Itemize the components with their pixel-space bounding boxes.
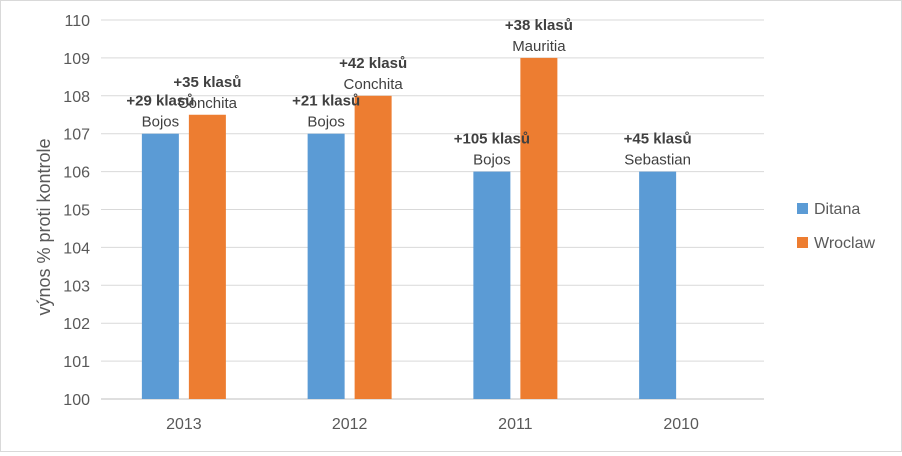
bar-ditana-2012 xyxy=(307,133,345,399)
y-tick-label: 105 xyxy=(63,203,90,220)
y-axis-ticks: 100 101 102 103 104 105 106 107 108 109 110 xyxy=(63,13,90,409)
y-tick-label: 109 xyxy=(63,51,90,68)
legend-swatch-ditana xyxy=(797,203,808,214)
bar-ditana-2010 xyxy=(639,171,677,399)
y-tick-label: 107 xyxy=(63,127,90,144)
annotation-count: +105 klasů xyxy=(454,131,530,148)
annotation-variety: Sebastian xyxy=(624,152,691,169)
bar-ditana-2011 xyxy=(473,171,511,399)
annotation-count: +45 klasů xyxy=(624,131,692,148)
x-axis-ticks: 2013 2012 2011 2010 xyxy=(166,416,699,433)
x-tick-label: 2011 xyxy=(498,416,533,433)
bar-ditana-2013 xyxy=(141,133,179,399)
bars xyxy=(141,57,677,400)
y-tick-label: 103 xyxy=(63,278,90,295)
legend-label: Ditana xyxy=(814,201,860,218)
legend-swatch-wroclaw xyxy=(797,237,808,248)
annotation-count: +38 klasů xyxy=(505,17,573,34)
y-tick-label: 102 xyxy=(63,316,90,333)
y-tick-label: 108 xyxy=(63,89,90,106)
y-tick-label: 104 xyxy=(63,240,90,257)
x-tick-label: 2012 xyxy=(332,416,368,433)
annotation-count: +35 klasů xyxy=(173,74,241,91)
annotation-count: +29 klasů xyxy=(126,93,194,110)
annotation-variety: Conchita xyxy=(178,95,238,112)
annotation-variety: Conchita xyxy=(344,76,404,93)
annotation-count: +21 klasů xyxy=(292,93,360,110)
annotation-count: +42 klasů xyxy=(339,55,407,72)
y-tick-label: 110 xyxy=(64,13,90,30)
y-axis-label: výnos % proti kontrole xyxy=(34,138,54,315)
bar-wroclaw-2011 xyxy=(520,57,558,400)
legend: Ditana Wroclaw xyxy=(797,201,875,252)
y-tick-label: 101 xyxy=(63,354,90,371)
annotation-variety: Bojos xyxy=(307,114,345,131)
annotation-variety: Bojos xyxy=(142,114,180,131)
x-tick-label: 2013 xyxy=(166,416,202,433)
y-tick-label: 106 xyxy=(63,165,90,182)
x-tick-label: 2010 xyxy=(663,416,699,433)
bar-wroclaw-2012 xyxy=(354,95,392,400)
bar-wroclaw-2013 xyxy=(188,114,226,399)
y-tick-label: 100 xyxy=(63,392,90,409)
annotation-variety: Mauritia xyxy=(512,38,566,55)
legend-label: Wroclaw xyxy=(814,235,875,252)
annotation-variety: Bojos xyxy=(473,152,511,169)
